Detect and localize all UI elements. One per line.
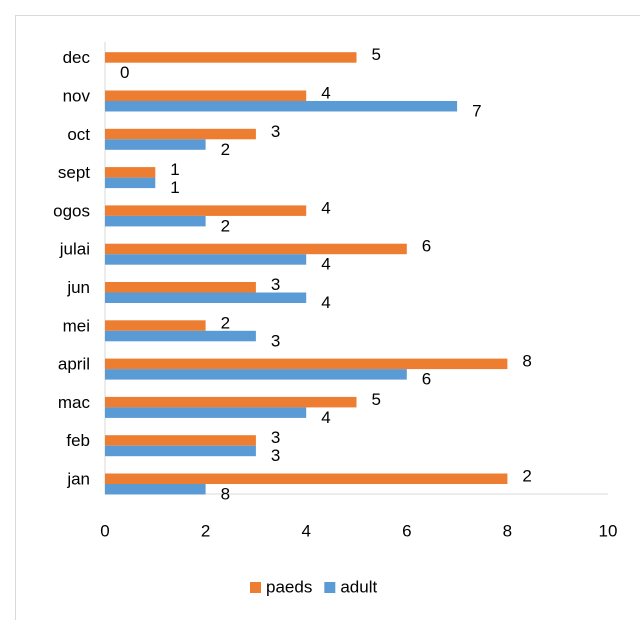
y-tick-label: dec	[63, 48, 91, 67]
bar	[105, 435, 256, 446]
x-tick-label: 10	[599, 521, 618, 540]
bar	[105, 358, 508, 370]
value-label: 4	[321, 198, 330, 217]
x-tick-label: 0	[100, 521, 109, 540]
y-tick-label: julai	[59, 240, 90, 259]
value-label: 3	[271, 446, 280, 465]
x-tick-label: 4	[301, 521, 310, 540]
value-label: 8	[522, 352, 531, 371]
bar	[105, 205, 307, 216]
legend-label: paeds	[266, 577, 312, 596]
legend-swatch	[250, 582, 261, 593]
value-label: 1	[170, 160, 179, 179]
value-label: 6	[422, 370, 431, 389]
bar	[105, 282, 256, 293]
bar	[105, 292, 307, 303]
bar	[105, 254, 307, 265]
y-tick-label: sept	[58, 163, 90, 182]
value-label: 2	[522, 466, 531, 485]
bar	[105, 320, 206, 331]
x-tick-label: 6	[402, 521, 411, 540]
legend-swatch	[324, 582, 336, 593]
bar	[105, 167, 156, 178]
bar	[105, 369, 407, 380]
bar	[105, 139, 206, 150]
value-label: 8	[221, 484, 230, 503]
bar	[105, 330, 256, 342]
bar	[105, 128, 256, 140]
value-label: 4	[321, 408, 330, 427]
value-label: 5	[372, 390, 381, 409]
value-label: 3	[271, 331, 280, 350]
bar	[105, 243, 407, 255]
value-label: 2	[221, 313, 230, 332]
y-tick-label: ogos	[53, 201, 90, 220]
value-label: 4	[321, 293, 330, 312]
value-label: 3	[271, 428, 280, 447]
x-tick-label: 2	[201, 521, 210, 540]
value-label: 3	[271, 275, 280, 294]
y-tick-label: mei	[63, 316, 90, 335]
y-tick-label: mac	[58, 393, 91, 412]
chart-frame	[15, 15, 640, 620]
value-label: 4	[321, 83, 330, 102]
bar	[105, 473, 508, 484]
value-label: 7	[472, 101, 481, 120]
y-tick-label: oct	[67, 125, 90, 144]
y-tick-label: jun	[66, 278, 90, 297]
bar	[105, 484, 206, 495]
y-tick-label: nov	[63, 86, 91, 105]
x-tick-label: 8	[503, 521, 512, 540]
y-tick-label: april	[58, 355, 90, 374]
bar	[105, 177, 156, 189]
value-label: 1	[170, 178, 179, 197]
value-label: 0	[120, 63, 129, 82]
y-tick-label: feb	[66, 431, 90, 450]
bar	[105, 52, 357, 63]
value-label: 4	[321, 255, 330, 274]
value-label: 5	[372, 45, 381, 64]
bar	[105, 90, 307, 101]
value-label: 3	[271, 122, 280, 141]
bar	[105, 445, 256, 457]
value-label: 2	[221, 140, 230, 159]
bar	[105, 101, 458, 112]
y-tick-label: jan	[66, 469, 90, 488]
bar	[105, 215, 206, 227]
bar	[105, 396, 357, 408]
legend-label: adult	[340, 577, 377, 596]
value-label: 6	[422, 237, 431, 256]
bar	[105, 407, 307, 418]
value-label: 2	[221, 216, 230, 235]
